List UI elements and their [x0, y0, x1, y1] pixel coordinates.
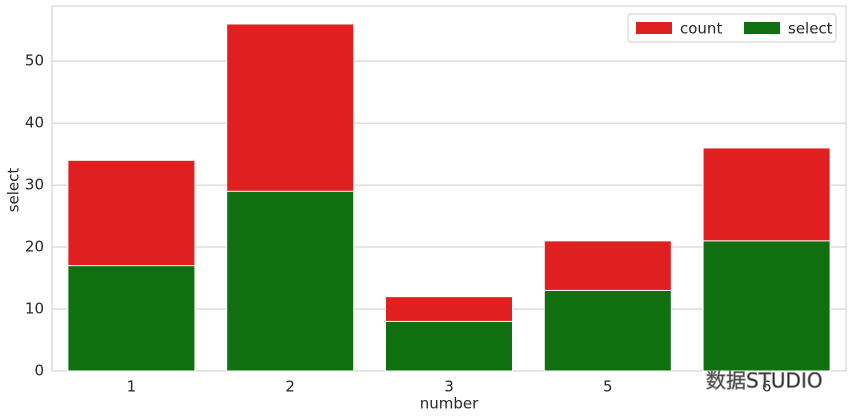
- y-tick-label: 40: [25, 114, 44, 132]
- y-tick-label: 30: [25, 176, 44, 194]
- legend-label: count: [680, 20, 722, 38]
- legend-swatch: [744, 22, 780, 34]
- x-axis-label: number: [420, 395, 479, 413]
- x-tick-label: 5: [603, 378, 613, 396]
- y-tick-label: 50: [25, 52, 44, 70]
- x-tick-label: 3: [444, 378, 454, 396]
- bar: [384, 320, 514, 372]
- legend-swatch: [636, 22, 672, 34]
- x-tick-label: 6: [762, 378, 772, 396]
- y-tick-label: 10: [25, 300, 44, 318]
- bar: [543, 289, 672, 372]
- bar: [702, 240, 831, 372]
- x-tick-label: 1: [127, 378, 137, 396]
- bar: [226, 190, 355, 372]
- legend-box: [627, 13, 837, 43]
- x-tick-label: 2: [285, 378, 295, 396]
- legend-label: select: [788, 20, 833, 38]
- watermark: 数据STUDIO: [706, 369, 823, 393]
- bar: [67, 265, 196, 372]
- y-axis-label: select: [5, 168, 23, 213]
- y-tick-label: 20: [25, 238, 44, 256]
- y-tick-label: 0: [34, 362, 44, 380]
